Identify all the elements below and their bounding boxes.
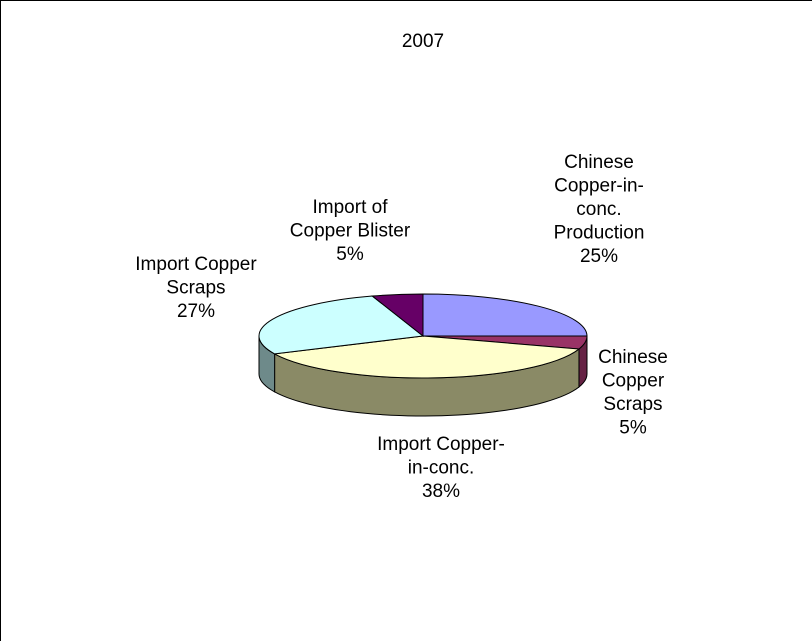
data-label-1: Chinese Copper Scraps 5%: [598, 347, 668, 439]
data-label-line: Copper Blister: [290, 221, 411, 242]
pie-slice-4[interactable]: [371, 293, 424, 338]
data-label-line: Import of: [313, 197, 389, 218]
data-label-line: 5%: [619, 418, 647, 439]
data-label-2: Import Copper-in-conc. 38%: [377, 434, 505, 502]
chart-title: 2007: [402, 31, 444, 52]
data-labels: Chinese Copper-in-conc. Production 25%Chine…: [135, 152, 668, 502]
data-label-line: Chinese: [598, 347, 668, 368]
data-label-line: Production: [554, 223, 645, 244]
pie-sides: [258, 335, 588, 417]
data-label-line: 27%: [177, 301, 215, 322]
data-label-line: Scraps: [166, 278, 225, 299]
pie-slices: [258, 293, 588, 379]
data-label-line: 25%: [580, 246, 618, 267]
data-label-line: Chinese: [564, 152, 634, 173]
data-label-0: Chinese Copper-in-conc. Production 25%: [554, 152, 645, 267]
data-label-line: 5%: [336, 244, 364, 265]
data-label-line: Import Copper: [135, 254, 257, 275]
pie-slice-3[interactable]: [258, 295, 425, 355]
data-label-line: conc.: [576, 199, 621, 220]
data-label-line: Import Copper-: [377, 434, 505, 455]
data-label-3: Import Copper Scraps 27%: [135, 254, 257, 322]
data-label-line: Copper: [602, 371, 665, 392]
pie-slice-0[interactable]: [422, 293, 588, 337]
data-label-line: in-conc.: [408, 458, 475, 479]
data-label-4: Import of Copper Blister 5%: [290, 197, 411, 265]
pie-slice-2[interactable]: [272, 335, 581, 379]
data-label-line: Copper-in-: [554, 176, 644, 197]
data-label-line: 38%: [422, 481, 460, 502]
data-label-line: Scraps: [603, 394, 662, 415]
